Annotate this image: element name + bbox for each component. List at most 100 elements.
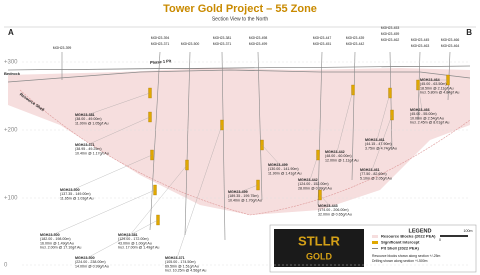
leader-line — [336, 89, 354, 153]
drill-hole — [257, 51, 263, 201]
resource-blocks — [8, 68, 470, 215]
intercept-label: (105.00 - 174.50m) — [165, 260, 196, 264]
intercept-label: MGH23-443 — [318, 204, 338, 208]
leader-line — [129, 164, 188, 236]
intercept-label: MGH23-499 — [268, 163, 288, 167]
legend-swatch — [372, 235, 378, 238]
elevation-label: +300 — [4, 60, 18, 66]
leader-line — [86, 116, 151, 146]
intercept-label: 18.50m @ 2.11g/t Au — [420, 86, 454, 90]
intercept-label: MGH23-442 — [325, 150, 345, 154]
scale-label: 100m — [464, 229, 473, 233]
hole-label: MGH23-466 — [441, 38, 460, 42]
leader-line — [239, 184, 259, 193]
intercept-label: (182.00 - 198.00m) — [40, 237, 71, 241]
legend-note: Resource blocks shown along section +/-2… — [372, 254, 440, 258]
elevation-label: 0 — [4, 263, 8, 269]
elevation-label: +200 — [4, 128, 18, 134]
intercept-label: 14.00m @ 0.99g/t Au — [75, 264, 109, 268]
hole-label: MGH23-453 — [381, 26, 400, 30]
legend-swatch — [372, 241, 378, 244]
intercept-label: (44.15 - 47.90m) — [365, 142, 392, 146]
intercept-label: MGH23-371 — [165, 256, 185, 260]
hole-label: MGH23-381 — [213, 36, 232, 40]
leader-line — [86, 92, 151, 116]
intercept-label: (137.35 - 149.00m) — [60, 192, 91, 196]
scale-bar — [440, 235, 468, 237]
intercept-label: (45.00 - 63.50m) — [420, 82, 447, 86]
leader-line — [86, 219, 159, 259]
intercept-label: MGH23-461 — [365, 138, 385, 142]
drill-hole — [184, 51, 191, 236]
hole-label: MGH23-499 — [249, 42, 268, 46]
intercept-label: (124.00 - 152.00m) — [298, 182, 329, 186]
hole-label: MGH23-439 — [346, 36, 365, 40]
hole-label: MGH23-445 — [411, 38, 430, 42]
hole-label: MGH23-462 — [381, 38, 400, 42]
hole-label: MGH23-371 — [151, 42, 170, 46]
intercept-label: 32.00m @ 0.65g/t Au — [318, 212, 352, 216]
leader-line — [309, 154, 319, 181]
intercept-label: (45.00 - 55.00m) — [410, 112, 437, 116]
legend-note: Drilling shown along section +/-500m — [372, 259, 428, 263]
intercept-label: Incl. 10.25m @ 4.56g/t Au — [165, 269, 206, 273]
intercept-label: 69.50m @ 1.51g/t Au — [165, 264, 199, 268]
hole-label: MGH23-463 — [411, 44, 430, 48]
legend-title: LEGEND — [409, 228, 432, 234]
drill-hole — [389, 51, 393, 151]
drill-hole — [351, 51, 356, 181]
intercept-label: Incl. 2.00m @ 17.10g/t Au — [40, 246, 81, 250]
hole-label: MGH23-399 — [53, 46, 72, 50]
elevation-label: +100 — [4, 196, 18, 202]
logo-text: GOLD — [306, 251, 332, 261]
hole-label: MGH23-451 — [313, 42, 332, 46]
leader-line — [371, 114, 393, 171]
intercept-label: 11.00m @ 1.05g/t Au — [75, 121, 109, 125]
hole-label: MGH23-394 — [151, 36, 170, 40]
legend-item: Resource Blocks (2022 PEA) — [381, 234, 436, 239]
drill-hole — [317, 51, 323, 206]
intercept-label: (38.95 - 49.25m) — [75, 147, 102, 151]
hole-label: MGH23-459 — [381, 32, 400, 36]
intercept-label: (48.00 - 60.00m) — [325, 154, 352, 158]
intercept-label: (189.35 - 199.75m) — [228, 194, 259, 198]
intercept-label: 10.00m @ 2.54g/t Au — [410, 116, 444, 120]
leader-line — [417, 84, 423, 111]
leader-line — [71, 154, 153, 191]
section-end: B — [466, 28, 472, 37]
surface-label: Bedrock — [4, 71, 21, 76]
intercept-label: MGH23-499 — [228, 190, 248, 194]
intercept-label: Incl. 17.00m @ 1.49g/t Au — [118, 246, 159, 250]
intercept-label: (174.00 - 206.00m) — [318, 208, 349, 212]
intercept-label: MGH23-442 — [298, 178, 318, 182]
drill-hole — [149, 51, 161, 231]
hole-label: MGH23-442 — [346, 42, 365, 46]
intercept-label: 28.00m @ 0.99g/t Au — [298, 186, 332, 190]
intercept-label: MGH23-381 — [75, 113, 95, 117]
surface-label: Phase 1 Pit — [150, 58, 172, 65]
intercept-label: Incl. 5.80m @ 4.84g/t Au — [420, 91, 459, 95]
scale-label: 0 — [439, 238, 441, 242]
intercept-label: MGH23-500 — [75, 256, 95, 260]
intercept-label: (224.00 - 238.00m) — [75, 260, 106, 264]
pit-shell — [7, 69, 471, 83]
leader-line — [176, 124, 223, 259]
intercept-label: 11.90m @ 1.41g/t Au — [268, 171, 302, 175]
intercept-label: Incl. 2.45m @ 8.01g/t Au — [410, 121, 449, 125]
intercept-label: MGH23-466 — [410, 108, 430, 112]
intercept-label: MGH23-500 — [40, 233, 60, 237]
legend-item: Pit Shell (2022 PEA) — [381, 246, 419, 251]
logo-box — [274, 229, 364, 267]
intercept-label: MGH23-464 — [420, 78, 440, 82]
intercept-label: (130.00 - 141.90m) — [268, 167, 299, 171]
intercept-label: 5.10m @ 2.05g/t Au — [360, 176, 392, 180]
logo-text: STLLR — [298, 233, 340, 248]
leader-line — [51, 189, 156, 236]
hole-label: MGH23-371 — [213, 42, 232, 46]
hole-label: MGH23-498 — [249, 36, 268, 40]
bedrock-line — [7, 65, 471, 71]
intercept-label: MGH23-381 — [118, 233, 138, 237]
intercept-label: 43.00m @ 1.00g/t Au — [118, 241, 152, 245]
intercept-label: MGH23-500 — [60, 188, 80, 192]
